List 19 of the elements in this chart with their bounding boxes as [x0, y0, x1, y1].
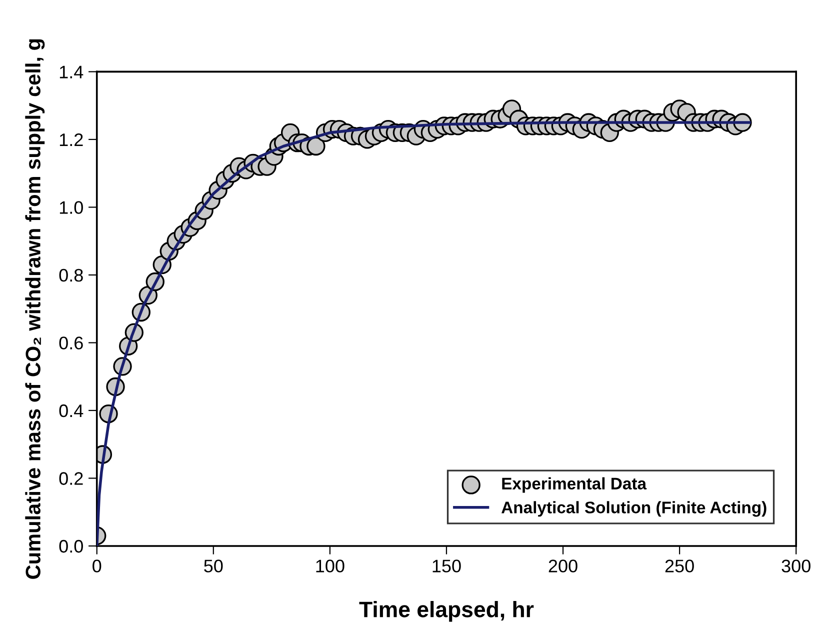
legend-label: Analytical Solution (Finite Acting) — [502, 501, 766, 517]
y-axis-title: Cumulative mass of CO₂ withdrawn from supply cell, g — [25, 39, 45, 579]
y-tick-label: 0.0 — [59, 540, 83, 553]
x-tick-label: 300 — [782, 560, 810, 572]
y-tick-label: 0.8 — [59, 268, 83, 282]
x-axis-title: Time elapsed, hr — [359, 601, 534, 622]
y-tick-label: 1.0 — [60, 201, 83, 214]
x-tick-label: 100 — [316, 560, 344, 572]
legend-label: Experimental Data — [502, 477, 647, 493]
y-tick-label: 0.6 — [59, 336, 83, 350]
x-tick-label: 50 — [204, 560, 223, 572]
y-tick-label: 1.2 — [60, 133, 83, 146]
y-tick-label: 0.2 — [59, 472, 83, 485]
y-tick-label: 1.4 — [60, 66, 84, 78]
x-tick-label: 200 — [548, 560, 578, 572]
x-tick-label: 150 — [432, 560, 461, 572]
x-tick-label: 0 — [92, 560, 102, 572]
x-tick-label: 250 — [665, 560, 694, 572]
y-tick-label: 0.4 — [59, 404, 84, 418]
